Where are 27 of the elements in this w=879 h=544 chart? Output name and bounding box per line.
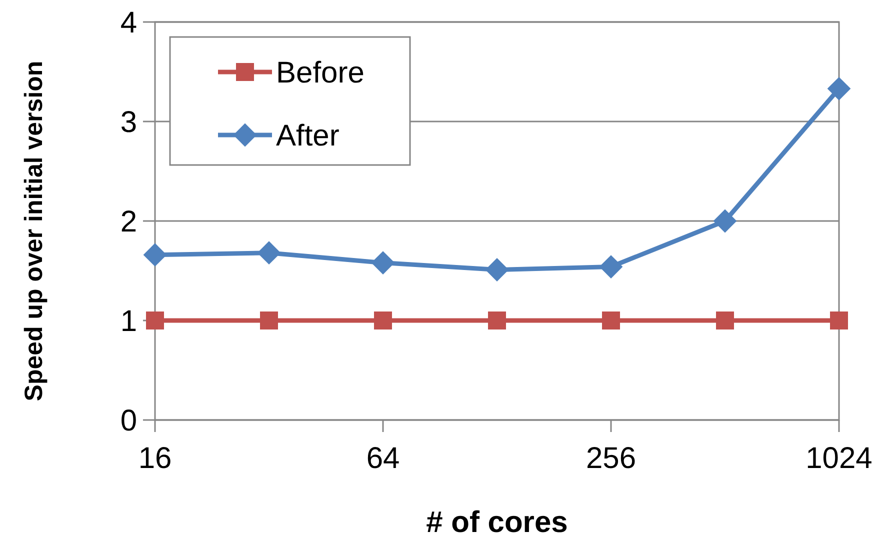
legend-label: After bbox=[276, 120, 340, 152]
point bbox=[716, 312, 734, 330]
y-axis-title: Speed up over initial version bbox=[20, 60, 48, 402]
point bbox=[599, 255, 623, 278]
point bbox=[374, 312, 392, 330]
y-tick-label: 4 bbox=[120, 6, 137, 40]
y-tick-label: 1 bbox=[120, 305, 137, 338]
point bbox=[143, 243, 167, 267]
point bbox=[602, 312, 620, 330]
point bbox=[488, 312, 506, 330]
x-tick-label: 256 bbox=[586, 442, 636, 475]
point bbox=[260, 312, 278, 330]
y-tick-label: 2 bbox=[120, 206, 137, 238]
x-tick-label: 64 bbox=[366, 442, 400, 475]
x-tick-label: 1024 bbox=[806, 442, 872, 475]
point bbox=[827, 76, 851, 100]
x-tick-label: 16 bbox=[138, 442, 172, 475]
point bbox=[257, 241, 281, 265]
y-tick-label: 3 bbox=[120, 106, 137, 139]
point bbox=[830, 312, 848, 330]
legend-label: Before bbox=[276, 56, 364, 90]
point bbox=[146, 312, 164, 330]
point bbox=[485, 258, 509, 282]
point bbox=[371, 251, 395, 274]
x-axis-title: # of cores bbox=[426, 506, 568, 539]
point bbox=[713, 209, 737, 233]
y-tick-label: 0 bbox=[120, 404, 137, 438]
